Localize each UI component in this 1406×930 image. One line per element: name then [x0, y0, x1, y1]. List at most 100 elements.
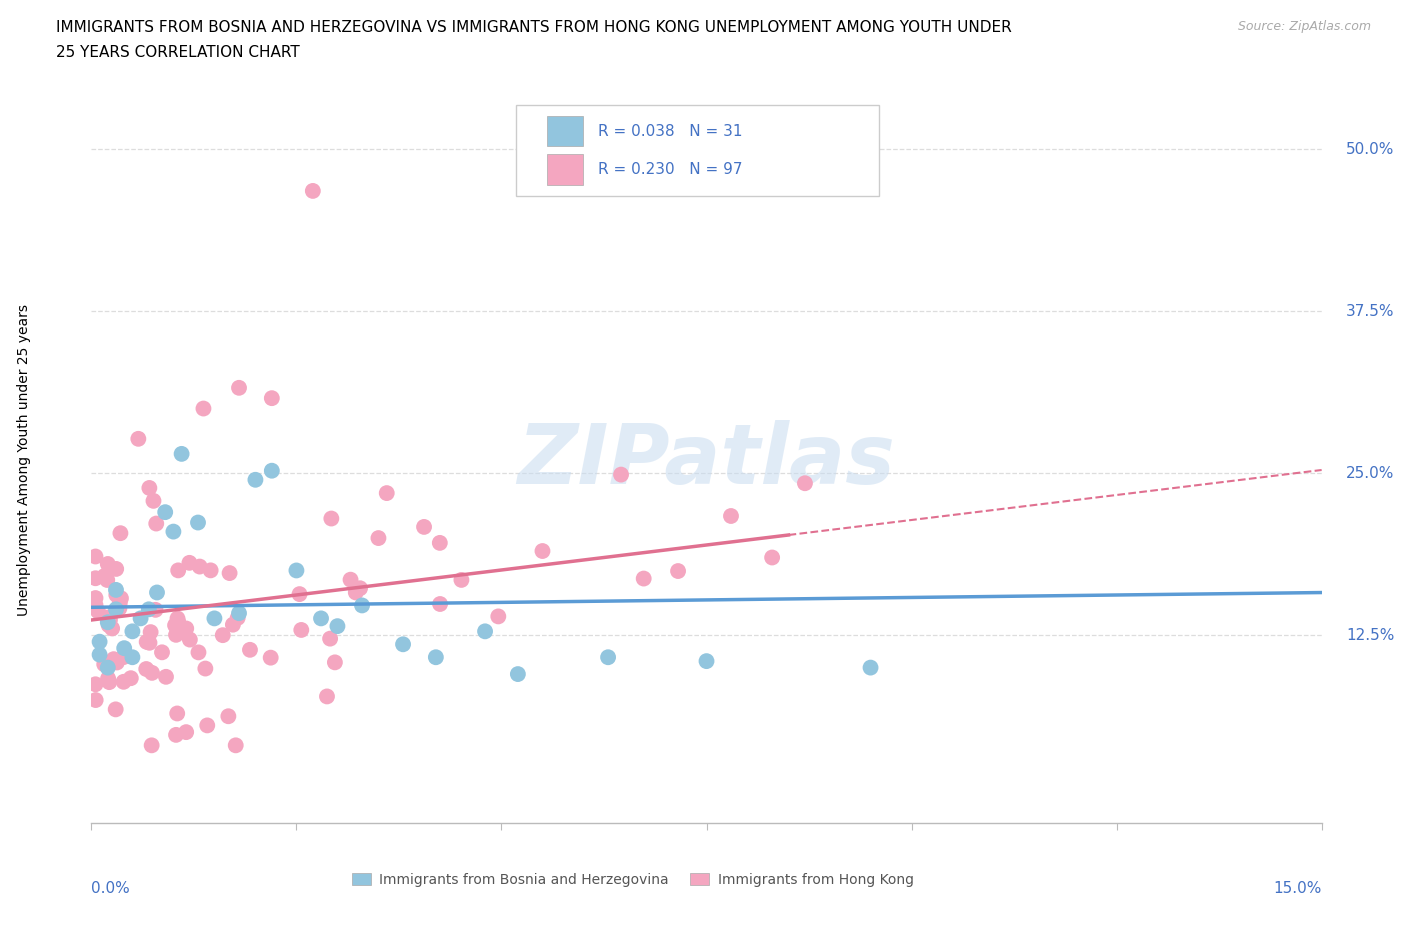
Text: 0.0%: 0.0%	[91, 882, 131, 897]
Point	[633, 571, 655, 586]
Point	[105, 602, 127, 617]
Text: Source: ZipAtlas.com: Source: ZipAtlas.com	[1237, 20, 1371, 33]
Point	[112, 641, 135, 656]
Point	[859, 660, 882, 675]
Point	[96, 573, 118, 588]
Point	[429, 536, 451, 551]
Point	[225, 737, 247, 752]
Point	[93, 657, 115, 671]
Point	[218, 565, 240, 580]
Point	[321, 512, 343, 526]
Point	[188, 559, 211, 574]
Point	[367, 531, 389, 546]
Point	[260, 391, 283, 405]
Point	[486, 609, 509, 624]
Point	[139, 625, 162, 640]
Point	[596, 650, 619, 665]
Text: 15.0%: 15.0%	[1274, 882, 1322, 897]
Point	[112, 674, 135, 689]
Point	[103, 652, 125, 667]
Point	[138, 602, 160, 617]
Point	[146, 585, 169, 600]
Point	[301, 183, 323, 198]
Point	[429, 596, 451, 611]
Point	[288, 587, 311, 602]
Point	[108, 595, 131, 610]
Point	[101, 621, 124, 636]
Point	[761, 550, 783, 565]
Point	[165, 727, 187, 742]
Point	[319, 631, 342, 646]
Point	[506, 667, 529, 682]
Point	[145, 603, 167, 618]
Point	[153, 505, 177, 520]
Point	[84, 693, 107, 708]
Point	[121, 624, 143, 639]
Point	[142, 494, 165, 509]
Point	[285, 563, 308, 578]
Point	[316, 689, 339, 704]
Point	[105, 588, 128, 603]
Point	[474, 624, 496, 639]
Point	[170, 446, 193, 461]
Point	[610, 467, 633, 482]
Point	[110, 591, 132, 605]
Point	[165, 628, 187, 643]
Point	[174, 724, 197, 739]
Point	[150, 644, 173, 659]
Point	[97, 618, 120, 632]
Point	[97, 660, 120, 675]
Point	[120, 671, 142, 685]
Text: 37.5%: 37.5%	[1347, 304, 1395, 319]
Point	[165, 618, 187, 632]
Point	[141, 737, 163, 752]
Point	[155, 670, 177, 684]
Text: 12.5%: 12.5%	[1347, 628, 1395, 643]
Point	[531, 543, 554, 558]
Text: 50.0%: 50.0%	[1347, 142, 1395, 157]
Point	[167, 563, 190, 578]
Point	[112, 650, 135, 665]
Point	[84, 591, 107, 605]
Point	[200, 563, 222, 578]
Point	[179, 632, 201, 647]
Point	[260, 650, 283, 665]
Point	[222, 618, 245, 632]
Point	[326, 618, 349, 633]
Point	[195, 718, 218, 733]
Text: R = 0.230   N = 97: R = 0.230 N = 97	[599, 162, 742, 177]
Point	[425, 650, 447, 665]
Point	[97, 615, 120, 630]
Point	[323, 655, 346, 670]
Point	[97, 610, 120, 625]
Point	[135, 661, 157, 676]
Point	[105, 655, 128, 670]
Point	[162, 525, 184, 539]
Bar	[547, 116, 583, 146]
Point	[105, 582, 127, 597]
Point	[349, 581, 371, 596]
Point	[187, 644, 209, 659]
Point	[138, 481, 160, 496]
Legend: Immigrants from Bosnia and Herzegovina, Immigrants from Hong Kong: Immigrants from Bosnia and Herzegovina, …	[346, 867, 920, 892]
Text: R = 0.038   N = 31: R = 0.038 N = 31	[599, 124, 742, 139]
Point	[187, 515, 209, 530]
Point	[339, 572, 361, 587]
Text: 25.0%: 25.0%	[1347, 466, 1395, 481]
Point	[202, 611, 225, 626]
Point	[193, 401, 215, 416]
Bar	[547, 154, 583, 184]
Point	[239, 643, 262, 658]
Point	[290, 622, 312, 637]
Point	[174, 621, 197, 636]
Text: 25 YEARS CORRELATION CHART: 25 YEARS CORRELATION CHART	[56, 45, 299, 60]
Point	[344, 585, 367, 600]
Point	[110, 525, 132, 540]
Point	[84, 571, 107, 586]
Point	[260, 463, 283, 478]
Point	[84, 598, 107, 613]
Point	[179, 555, 201, 570]
Point	[105, 562, 128, 577]
Point	[392, 637, 415, 652]
Point	[167, 614, 190, 629]
